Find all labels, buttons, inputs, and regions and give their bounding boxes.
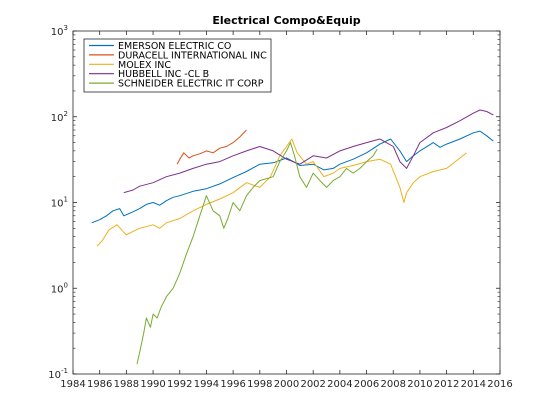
x-tick-label: 2000 [274,379,299,390]
x-tick-label: 2014 [461,379,486,390]
series-layer [91,109,494,365]
chart-title: Electrical Compo&Equip [212,14,360,27]
x-tick-label: 1992 [167,379,192,390]
y-tick-label: 102 [51,110,68,124]
legend-box [83,38,272,93]
x-tick-label: 2006 [354,379,379,390]
series-line-3 [96,138,467,247]
x-tick-label: 1986 [87,379,112,390]
legend-label: MOLEX INC [118,60,171,71]
legend-label: DURACELL INTERNATIONAL INC [118,50,267,61]
y-tick-label: 10-1 [48,367,68,381]
x-tick-label: 1996 [220,379,245,390]
x-tick-label: 2008 [381,379,406,390]
legend-label: EMERSON ELECTRIC CO [118,41,231,52]
axes-layer: 1984 1986 1988 1990 1992 1994 1996 1998 2000 2002… [48,24,512,390]
legend-label: HUBBELL INC -CL B [118,69,209,80]
y-tick-label: 101 [51,196,68,210]
legend-label: SCHNEIDER ELECTRIC IT CORP [118,79,264,90]
series-line-2 [176,129,247,165]
x-tick-label: 1990 [140,379,165,390]
x-tick-label: 2004 [327,379,352,390]
y-tick-label: 100 [51,281,68,295]
x-tick-label: 1984 [60,379,85,390]
x-tick-label: 1988 [114,379,139,390]
series-line-5 [136,142,378,365]
x-tick-label: 2010 [407,379,432,390]
series-line-4 [123,109,494,194]
y-tick-label: 103 [51,24,68,38]
x-tick-label: 2016 [487,379,512,390]
x-tick-label: 1994 [194,379,219,390]
series-line-1 [91,130,494,224]
x-tick-label: 2002 [300,379,325,390]
x-tick-label: 1998 [247,379,272,390]
x-tick-label: 2012 [434,379,459,390]
